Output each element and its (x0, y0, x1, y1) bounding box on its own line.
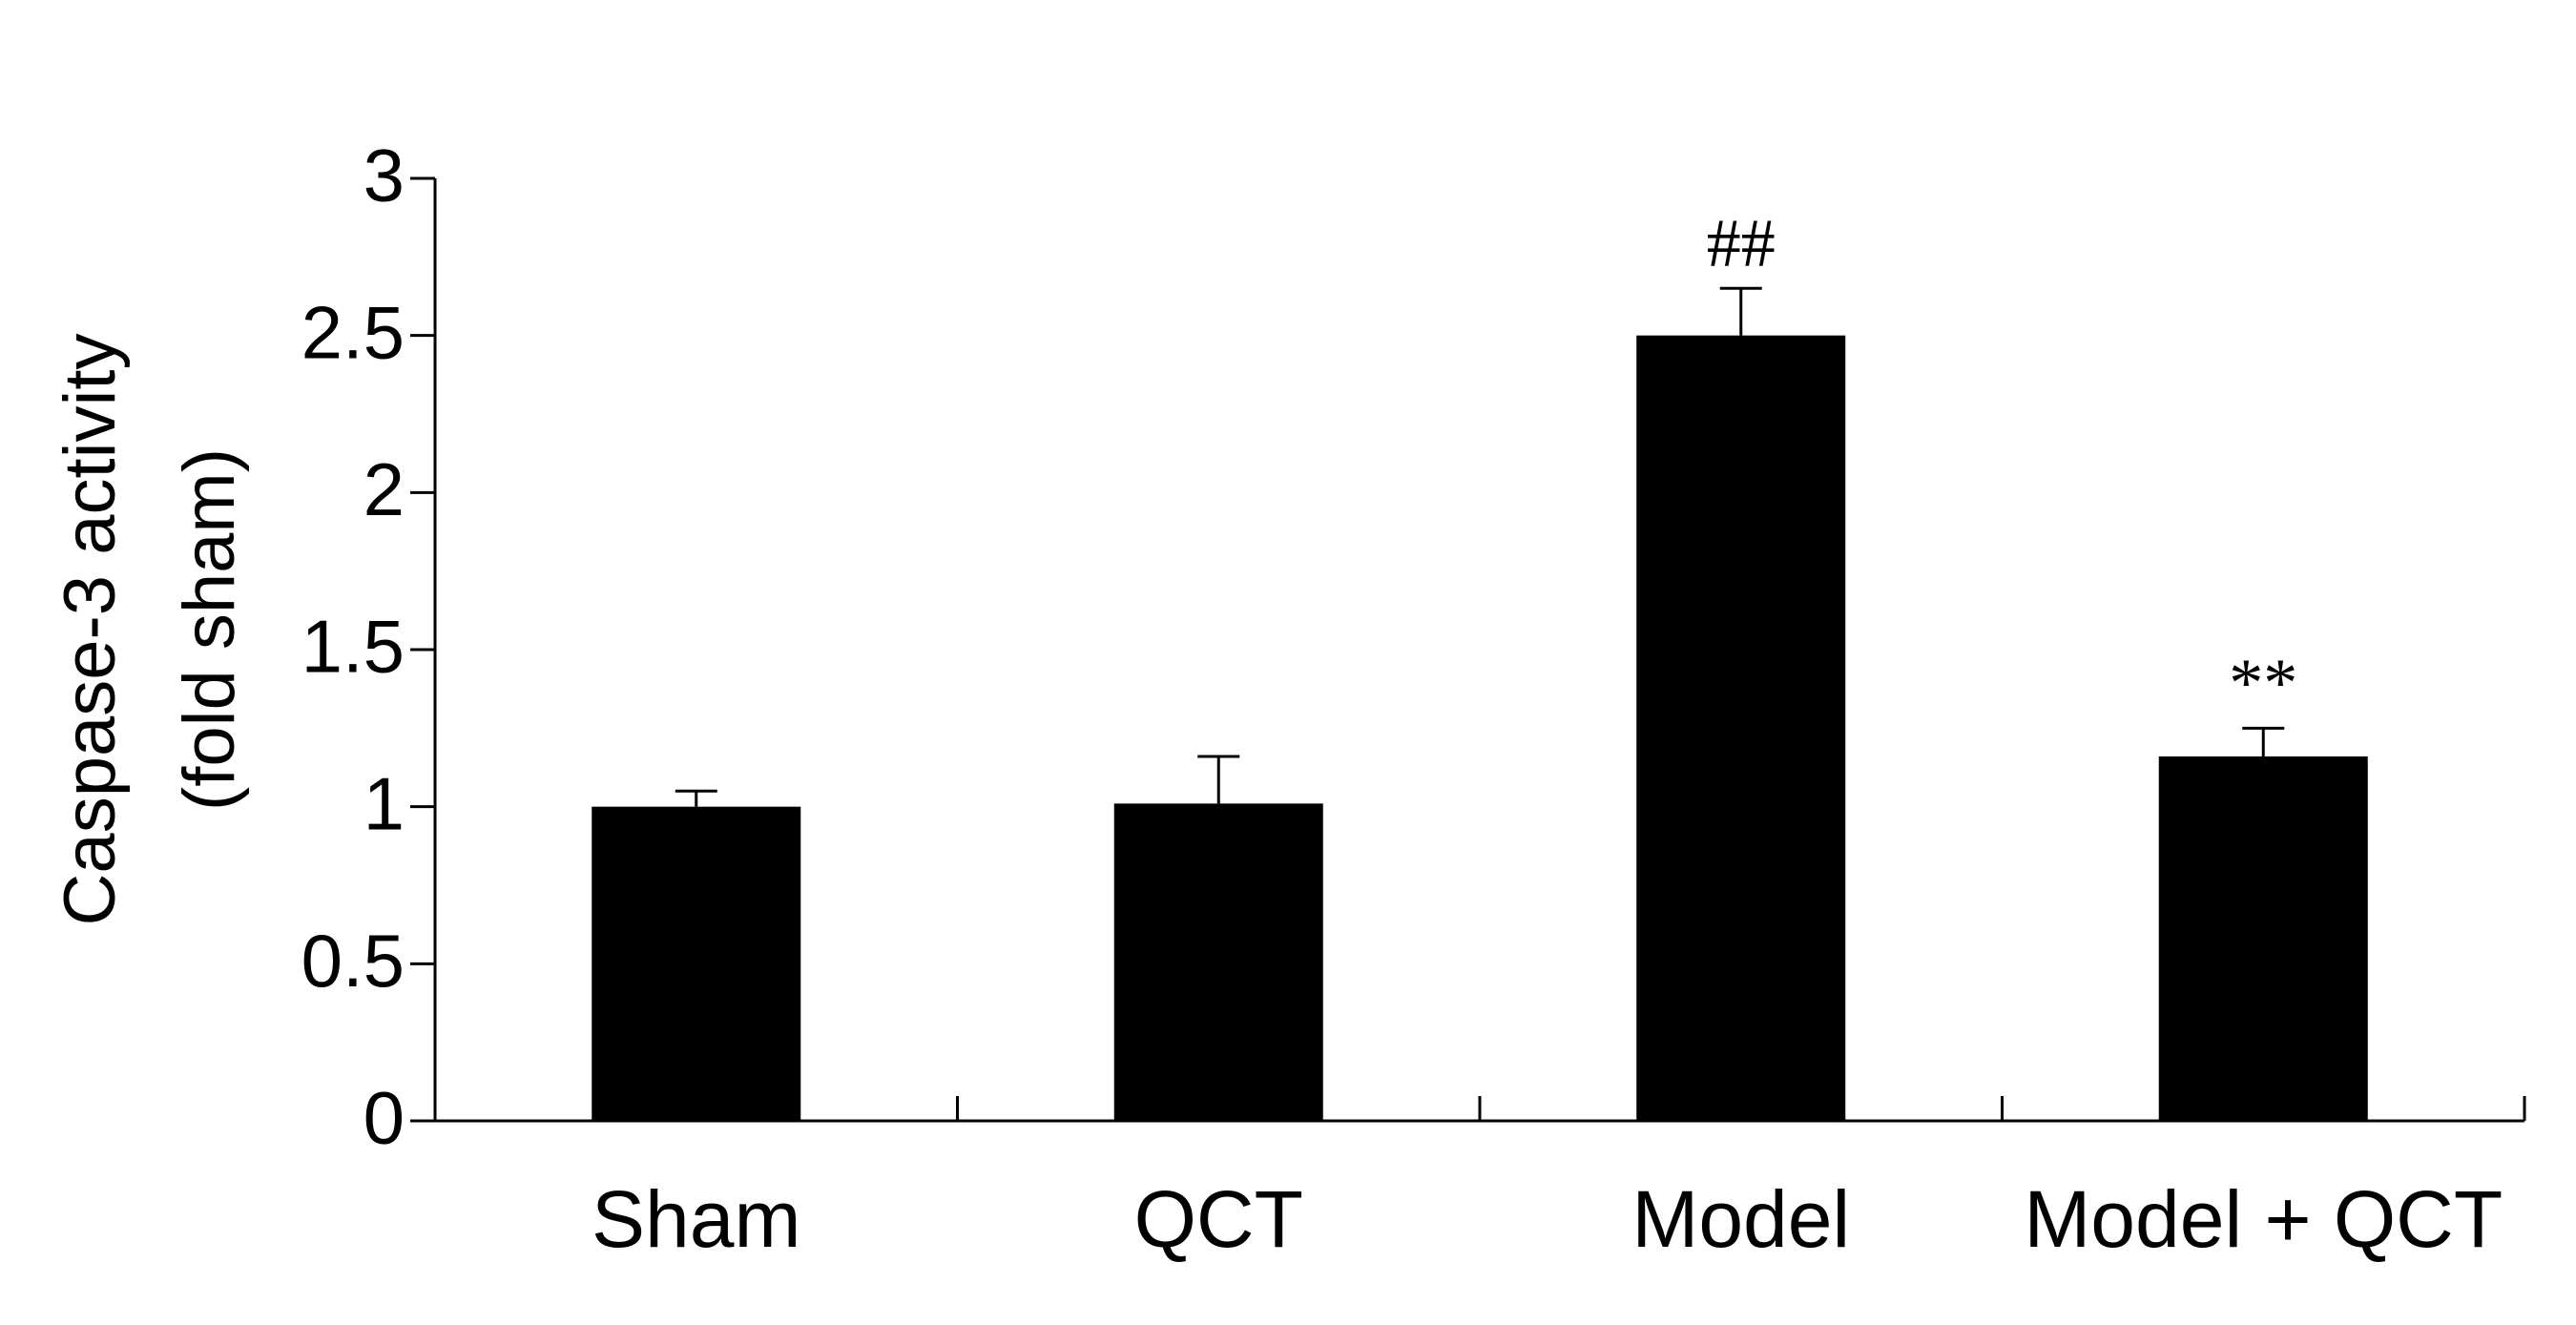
x-tick-label: Model (1631, 1174, 1850, 1264)
x-tick-label: Model + QCT (2024, 1174, 2503, 1264)
y-axis-label: (fold sham) (169, 448, 250, 811)
bar (1636, 335, 1846, 1122)
y-tick-label: 1 (364, 761, 405, 845)
y-tick-label: 1.5 (301, 605, 405, 689)
y-tick-label: 0.5 (301, 919, 405, 1003)
error-bar (2242, 726, 2285, 756)
annotation: ** (2229, 645, 2297, 721)
bar (2158, 756, 2368, 1121)
error-bar (675, 789, 717, 807)
y-tick-label: 0 (364, 1076, 405, 1160)
annotation: ## (1707, 205, 1776, 281)
x-tick-label: QCT (1134, 1174, 1303, 1264)
error-bar (1719, 286, 1762, 336)
bar (592, 806, 801, 1121)
bar (1113, 803, 1323, 1121)
y-tick-label: 3 (364, 134, 405, 217)
y-tick-label: 2.5 (301, 290, 405, 374)
y-axis-label: Caspase-3 activity (50, 334, 131, 926)
y-tick-label: 2 (364, 447, 405, 531)
error-bar (1197, 755, 1240, 804)
x-tick-label: Sham (592, 1174, 800, 1264)
